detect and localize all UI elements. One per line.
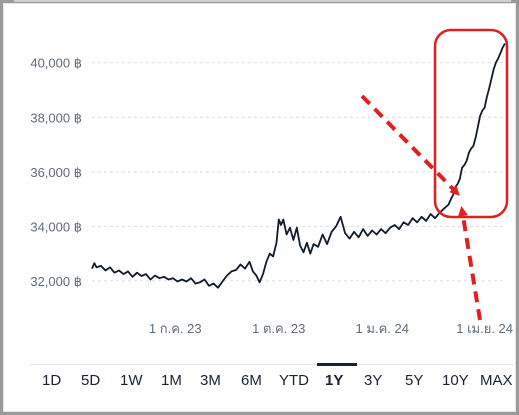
arrow-vertical <box>458 206 482 321</box>
range-tabs: 1D 5D 1W 1M 3M 6M YTD 1Y 3Y 5Y 10Y MAX <box>30 363 514 401</box>
x-axis-ticks: 1 ก.ค. 23 1 ต.ค. 23 1 ม.ค. 24 1 เม.ย. 24 <box>149 321 513 336</box>
y-tick-label: 40,000 ฿ <box>30 56 82 71</box>
y-tick-label: 32,000 ฿ <box>30 274 82 289</box>
price-series <box>91 43 506 289</box>
x-tick-label: 1 ต.ค. 23 <box>252 321 305 336</box>
annotation-layer <box>360 28 509 321</box>
range-tab-max[interactable]: MAX <box>480 372 513 389</box>
top-divider <box>14 0 511 10</box>
range-tab-10y[interactable]: 10Y <box>442 372 469 389</box>
range-tab-3y[interactable]: 3Y <box>364 372 383 389</box>
grid-lines <box>92 62 506 282</box>
range-tab-1w[interactable]: 1W <box>120 372 143 389</box>
range-tab-5y[interactable]: 5Y <box>405 372 424 389</box>
range-tab-1y[interactable]: 1Y <box>325 372 344 389</box>
x-tick-label: 1 ม.ค. 24 <box>356 321 409 336</box>
active-tab-indicator <box>317 363 357 366</box>
range-tab-1d[interactable]: 1D <box>42 372 62 389</box>
highlight-box <box>433 28 509 219</box>
x-tick-label: 1 เม.ย. 24 <box>456 321 513 336</box>
y-axis-ticks: 32,000 ฿ 34,000 ฿ 36,000 ฿ 38,000 ฿ 40,000 ฿ <box>30 56 82 289</box>
range-tab-5d[interactable]: 5D <box>81 372 101 389</box>
price-line <box>91 43 506 289</box>
range-tab-1m[interactable]: 1M <box>161 372 182 389</box>
range-tab-3m[interactable]: 3M <box>200 372 221 389</box>
range-tab-ytd[interactable]: YTD <box>279 372 309 389</box>
y-tick-label: 34,000 ฿ <box>30 219 82 234</box>
y-tick-label: 36,000 ฿ <box>30 165 82 180</box>
arrow-diagonal <box>360 94 460 196</box>
x-tick-label: 1 ก.ค. 23 <box>149 321 202 336</box>
y-tick-label: 38,000 ฿ <box>30 110 82 125</box>
range-tab-6m[interactable]: 6M <box>241 372 262 389</box>
